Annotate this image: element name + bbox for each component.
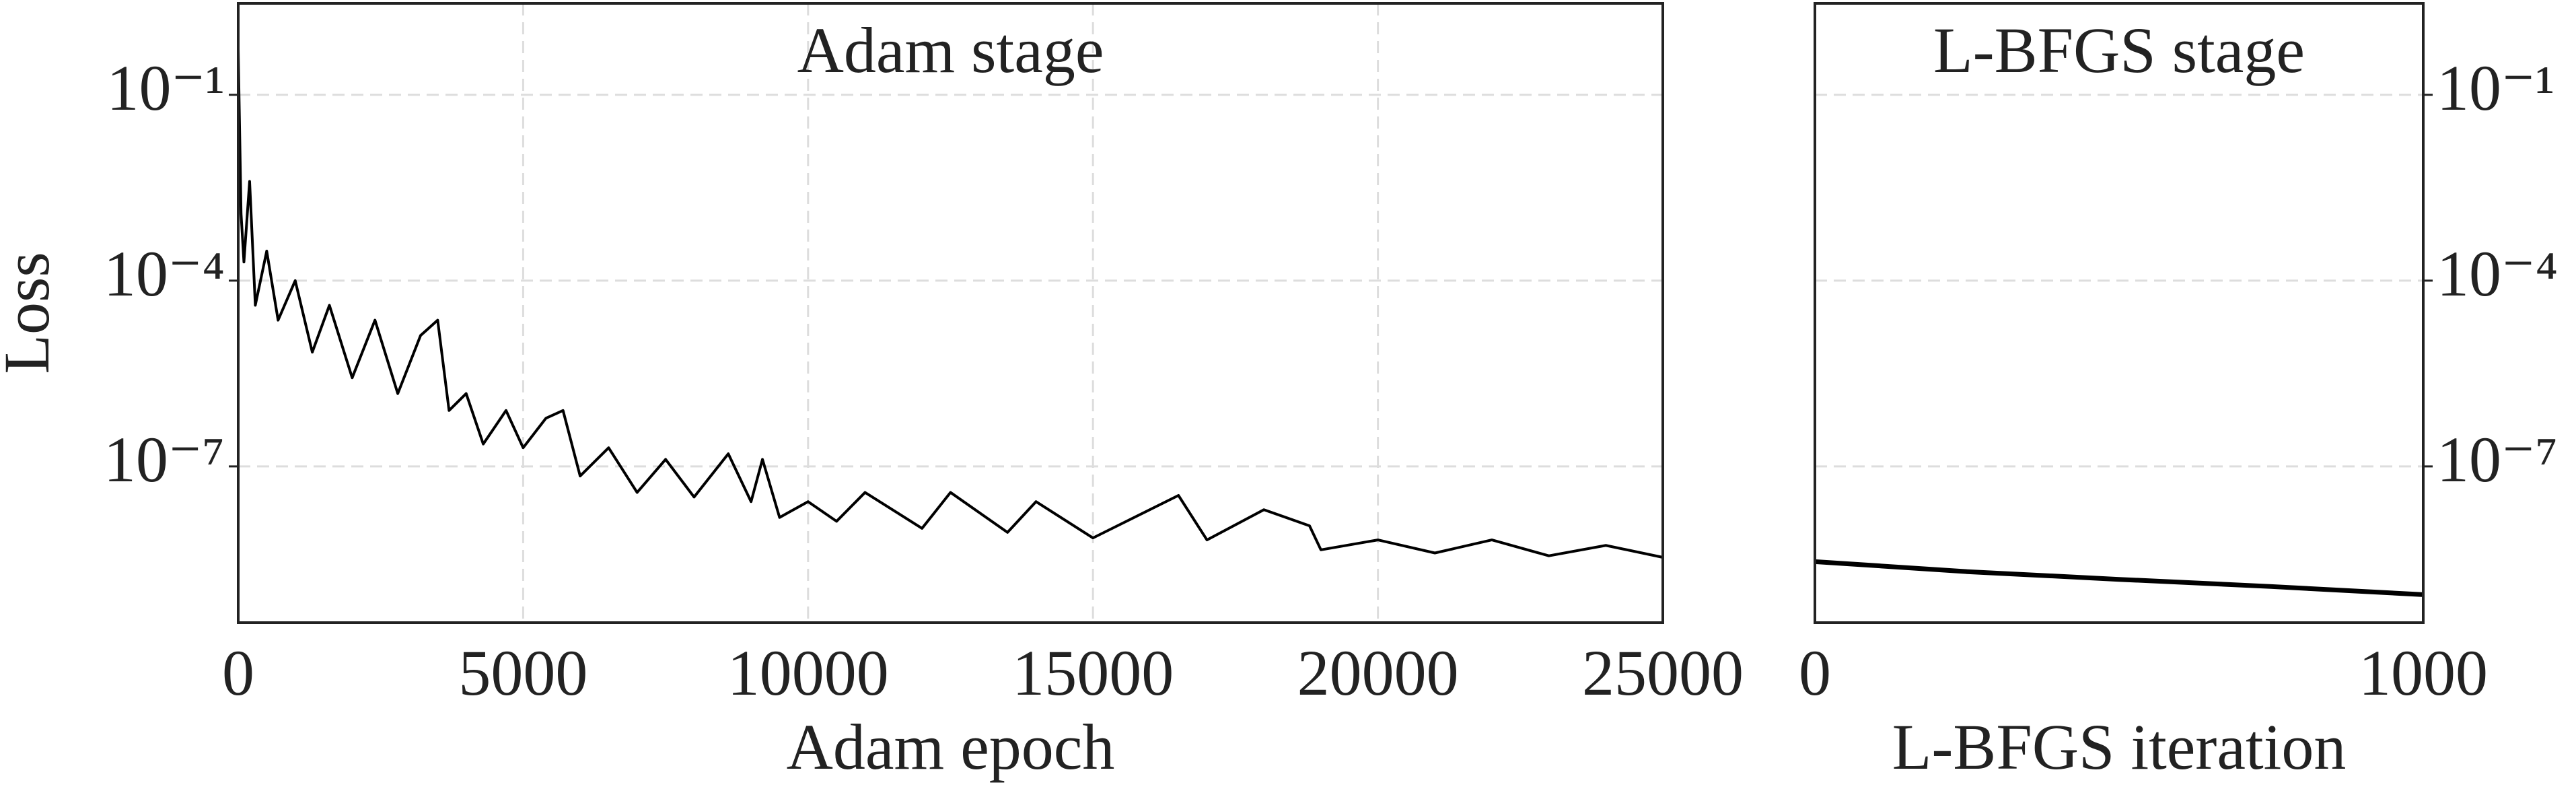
y-tick-label: 10⁻¹ [2437,52,2554,124]
y-tick-label: 10⁻⁴ [2437,238,2558,310]
loss-line [237,48,1663,559]
y-tick-label: 10⁻¹ [107,52,225,124]
x-tick-label: 20000 [1297,637,1459,709]
x-axis-label: Adam epoch [787,711,1115,783]
y-tick-label: 10⁻⁷ [104,423,225,495]
x-tick-label: 25000 [1582,637,1744,709]
panel-title: L-BFGS stage [1933,14,2305,86]
x-axis-label: L-BFGS iteration [1892,711,2347,783]
y-tick-label: 10⁻⁷ [2437,423,2558,495]
x-tick-label: 15000 [1012,637,1174,709]
x-tick-label: 5000 [458,637,587,709]
x-tick-label: 0 [1799,637,1831,709]
y-tick-label: 10⁻⁴ [104,238,225,310]
loss-line [1814,559,2424,597]
panel-title: Adam stage [797,14,1104,86]
plot-frame [1814,2,2425,624]
plot-frame [237,2,1664,624]
x-tick-label: 0 [222,637,254,709]
y-axis-label: Loss [0,252,63,374]
x-tick-label: 1000 [2359,637,2488,709]
x-tick-label: 10000 [727,637,889,709]
